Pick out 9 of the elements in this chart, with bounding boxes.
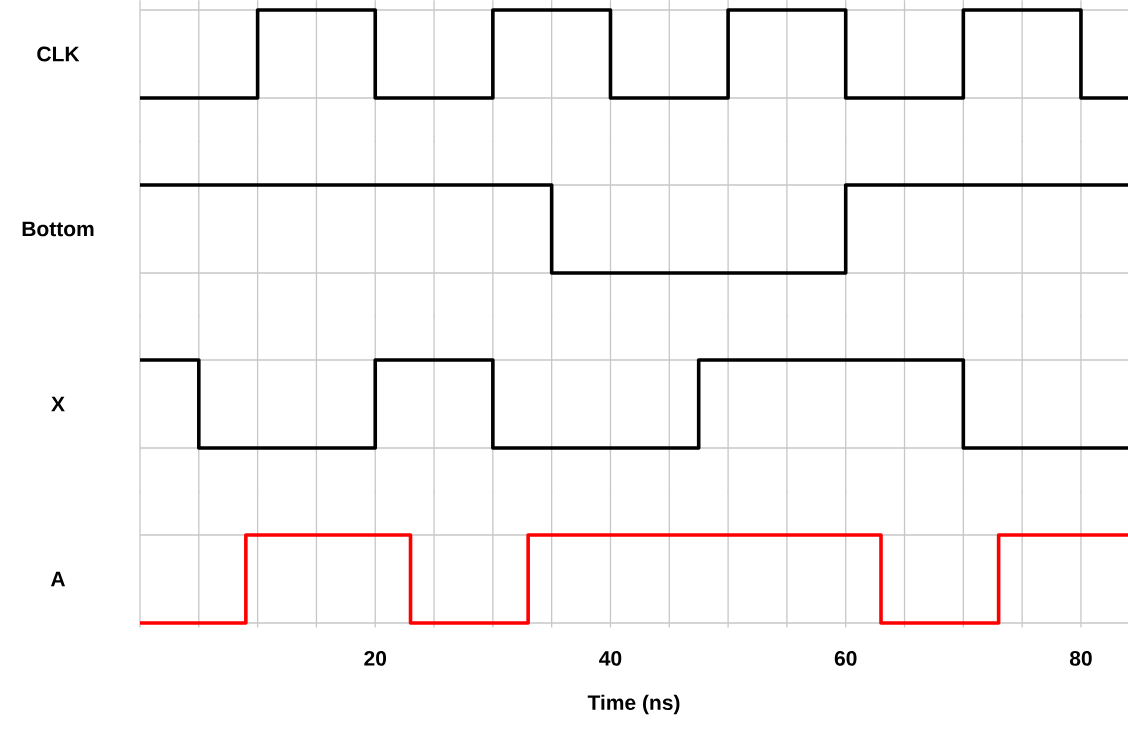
x-axis-title: Time (ns): [587, 694, 680, 715]
y-axis-title: A: [50, 571, 66, 587]
x-tick-label: 60: [834, 650, 857, 666]
x-tick-label: 80: [1069, 650, 1092, 666]
y-axis-title: CLK: [37, 46, 80, 62]
x-tick-label: 20: [364, 650, 387, 666]
y-axis-title: Bottom: [22, 221, 94, 237]
y-axis-title: X: [51, 396, 65, 412]
x-tick-label: 40: [599, 650, 622, 666]
